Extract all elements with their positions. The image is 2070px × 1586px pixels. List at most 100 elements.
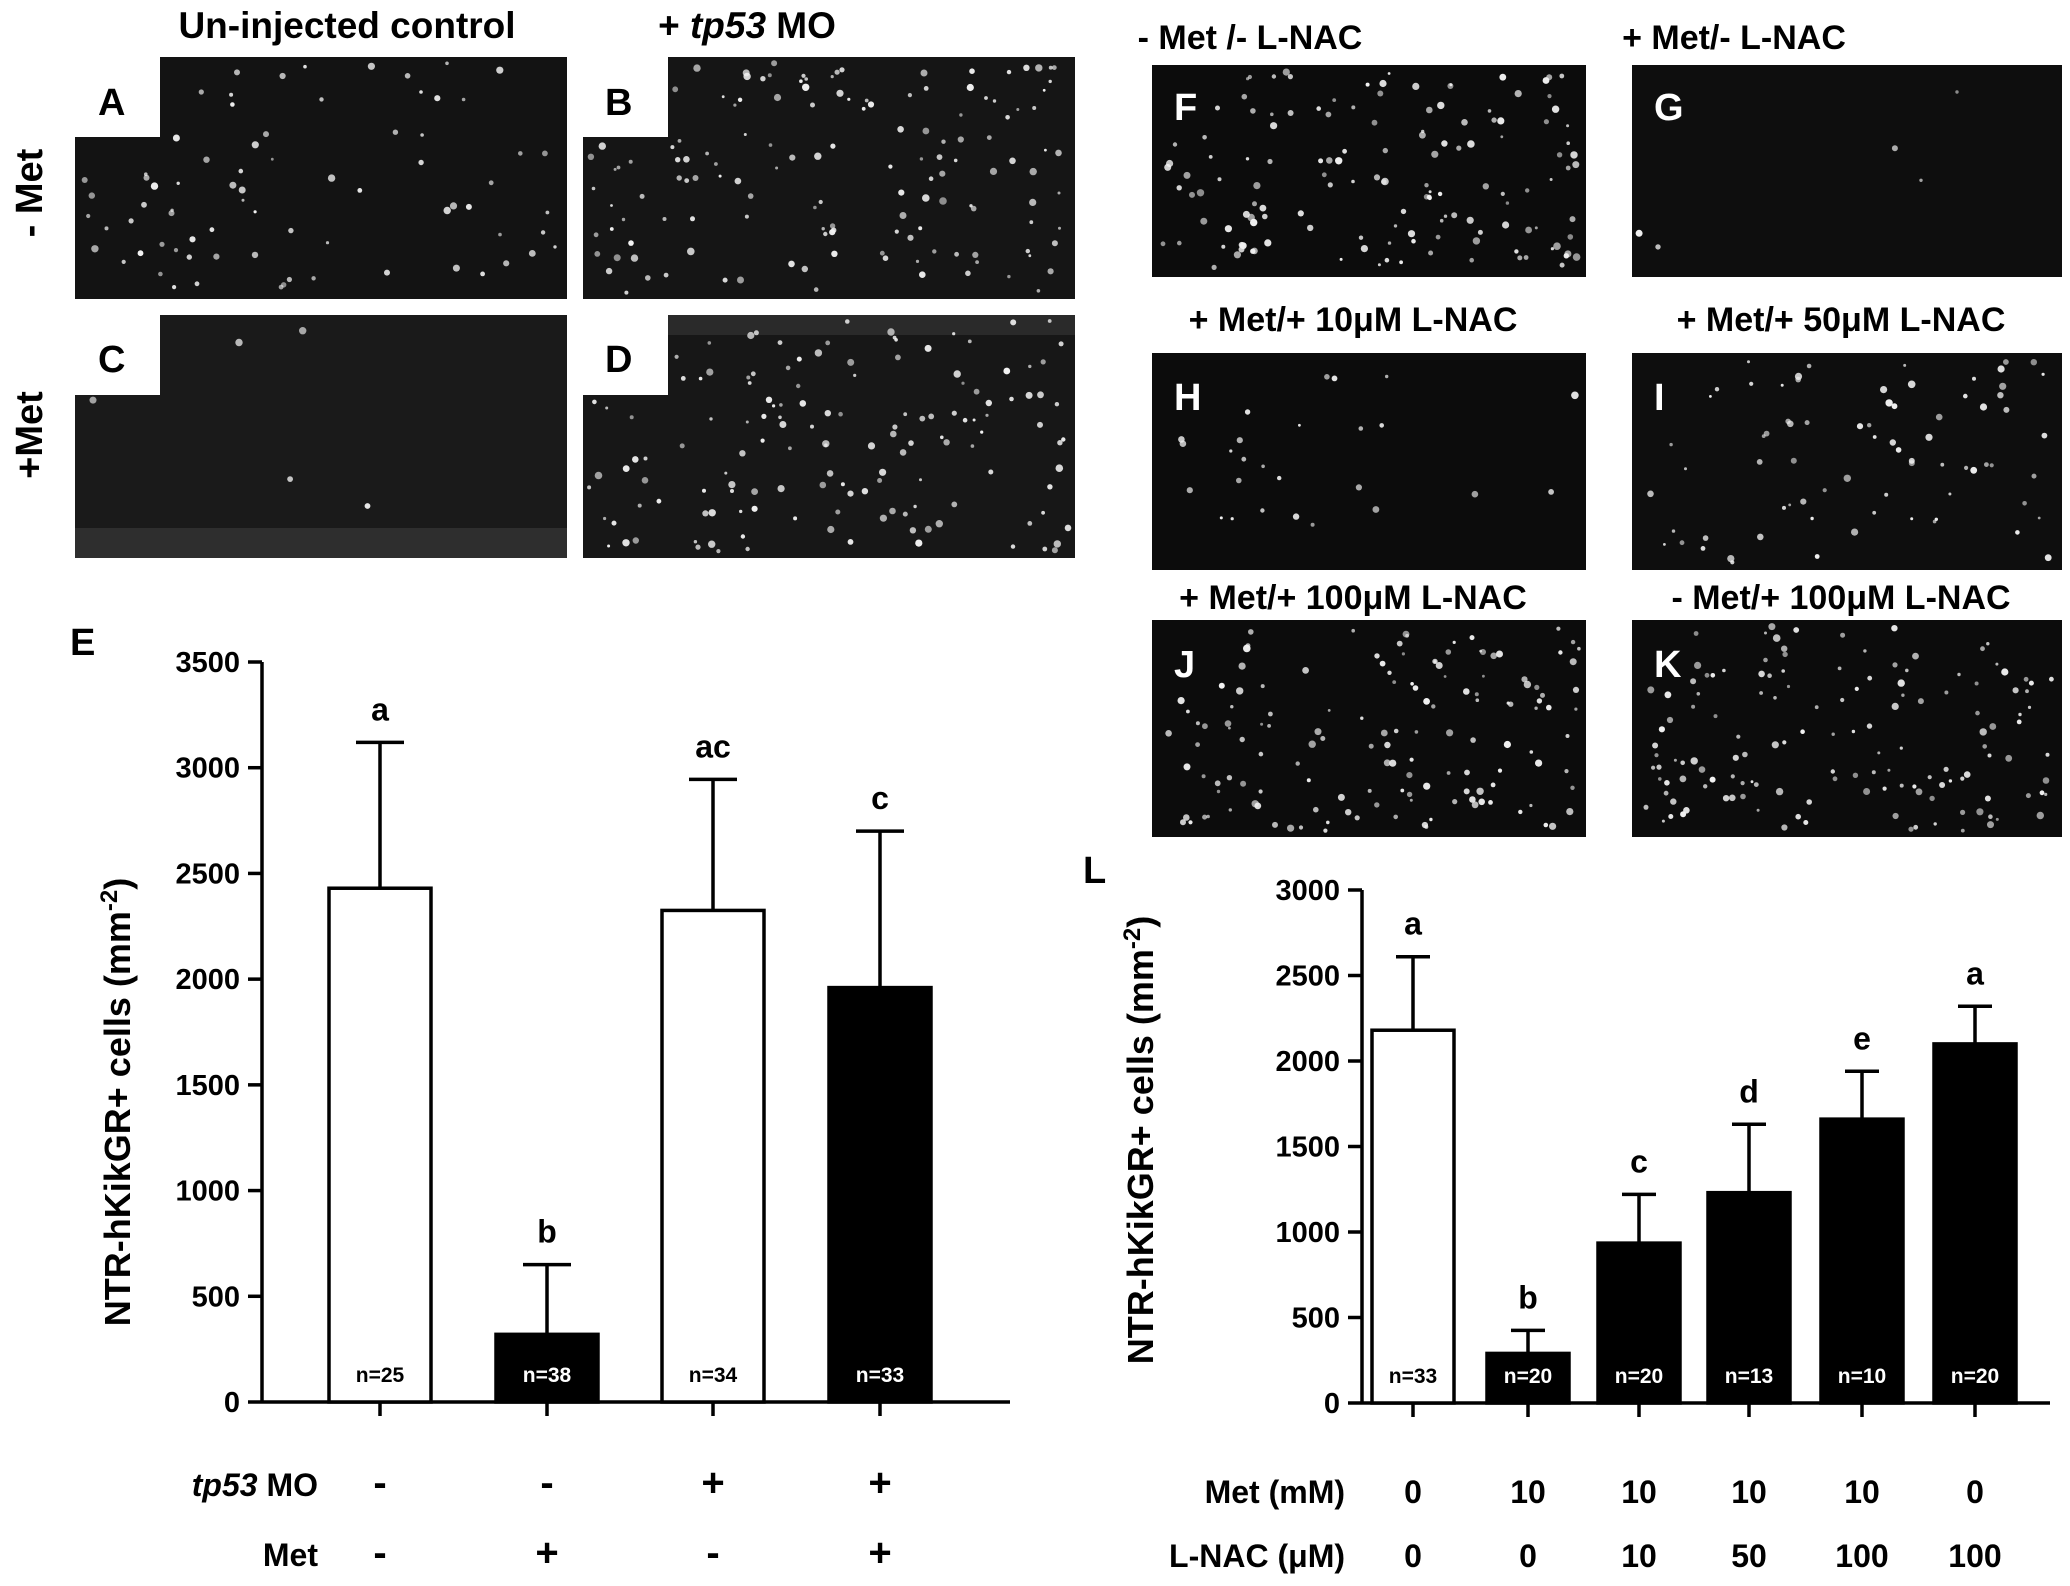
cell-spot <box>1548 489 1554 495</box>
n-label: n=20 <box>1951 1365 1999 1388</box>
cell-spot <box>1238 662 1246 670</box>
cell-spot <box>922 127 930 135</box>
cell-spot <box>1428 250 1434 256</box>
cell-spot <box>1786 684 1791 689</box>
cell-spot <box>953 370 961 378</box>
cell-spot <box>1497 768 1503 773</box>
cell-spot <box>1393 728 1399 734</box>
cell-spot <box>1680 811 1687 818</box>
cell-spot <box>709 417 713 421</box>
cell-spot <box>1180 819 1186 826</box>
cell-spot <box>1997 365 2005 373</box>
cell-spot <box>985 399 992 407</box>
cell-spot <box>705 151 709 156</box>
cell-spot <box>1252 201 1257 207</box>
condition-label: Met <box>263 1537 318 1573</box>
cell-spot <box>1477 229 1483 235</box>
cell-spot <box>1917 698 1924 705</box>
cell-spot <box>420 133 424 137</box>
cell-spot <box>1785 418 1791 424</box>
micrograph-J: J <box>1152 620 1586 837</box>
cell-spot <box>1326 820 1330 825</box>
cell-spot <box>1318 158 1324 164</box>
cell-spot <box>1037 391 1044 399</box>
significance-letter: a <box>371 691 389 727</box>
cell-spot <box>1546 74 1553 81</box>
cell-spot <box>867 101 875 108</box>
cell-spot <box>693 540 698 544</box>
cell-spot <box>1740 793 1746 800</box>
cell-spot <box>1670 798 1677 805</box>
cell-spot <box>1655 244 1661 250</box>
cell-spot <box>920 69 928 77</box>
cell-spot <box>882 255 889 261</box>
y-tick-label: 2500 <box>175 858 240 890</box>
cell-spot <box>630 254 639 262</box>
cell-spot <box>1396 640 1403 647</box>
cell-spot <box>765 396 773 403</box>
cell-spot <box>730 489 734 493</box>
cell-spot <box>879 250 885 256</box>
cell-spot <box>2018 712 2022 717</box>
cell-spot <box>1487 109 1492 113</box>
cell-spot <box>1248 629 1254 635</box>
cell-spot <box>1963 393 1968 399</box>
cell-spot <box>957 136 964 143</box>
cell-spot <box>1995 817 1999 821</box>
cell-spot <box>890 430 897 438</box>
cell-spot <box>1550 247 1554 251</box>
cell-spot <box>622 539 630 547</box>
bar <box>1370 1028 1456 1405</box>
cell-spot <box>1189 191 1195 198</box>
micrographs-right: - Met /- L-NAC + Met/- L-NAC + Met/+ 10μ… <box>1138 19 2062 837</box>
cell-spot <box>1272 821 1278 828</box>
cell-spot <box>980 430 984 434</box>
cell-spot <box>1803 820 1809 825</box>
cell-spot <box>2016 719 2022 725</box>
cell-spot <box>587 485 592 490</box>
significance-letter: a <box>1404 906 1422 942</box>
cell-spot <box>1331 375 1338 382</box>
cell-spot <box>940 435 944 440</box>
cell-spot <box>1478 798 1485 806</box>
cell-spot <box>235 338 243 347</box>
cell-spot <box>1410 682 1414 686</box>
cell-spot <box>789 154 796 161</box>
cell-spot <box>831 227 837 233</box>
cell-spot <box>728 481 736 489</box>
cell-spot <box>1671 529 1676 533</box>
cell-spot <box>1505 201 1510 205</box>
cell-spot <box>1666 716 1674 724</box>
cell-spot <box>1058 341 1064 347</box>
cell-spot <box>1439 218 1444 223</box>
cell-spot <box>1514 90 1522 98</box>
cell-spot <box>1729 794 1736 802</box>
cell-spot <box>616 165 621 170</box>
cell-spot <box>796 356 802 362</box>
cell-spot <box>1206 814 1210 819</box>
cell-spot <box>810 102 815 108</box>
cell-spot <box>1908 826 1914 832</box>
cell-spot <box>992 99 997 103</box>
cell-spot <box>1781 669 1785 673</box>
cell-spot <box>813 287 819 292</box>
cell-spot <box>953 158 958 163</box>
cell-spot <box>954 251 959 257</box>
cell-spot <box>1976 808 1984 816</box>
cell-spot <box>1518 809 1523 815</box>
cell-spot <box>845 319 850 324</box>
cell-spot <box>2041 432 2048 439</box>
cell-spot <box>643 456 648 461</box>
cell-spot <box>1009 396 1014 402</box>
cell-spot <box>1374 653 1380 659</box>
cell-spot <box>1566 141 1570 145</box>
cell-spot <box>465 203 472 210</box>
condition-label: L-NAC (μM) <box>1169 1538 1345 1574</box>
cell-spot <box>810 424 814 429</box>
cell-spot <box>1987 753 1992 758</box>
condition-value: 0 <box>1404 1538 1422 1574</box>
cell-spot <box>1452 640 1456 645</box>
cell-spot <box>1383 759 1391 767</box>
cell-spot <box>1907 380 1916 389</box>
cell-spot <box>737 276 744 284</box>
